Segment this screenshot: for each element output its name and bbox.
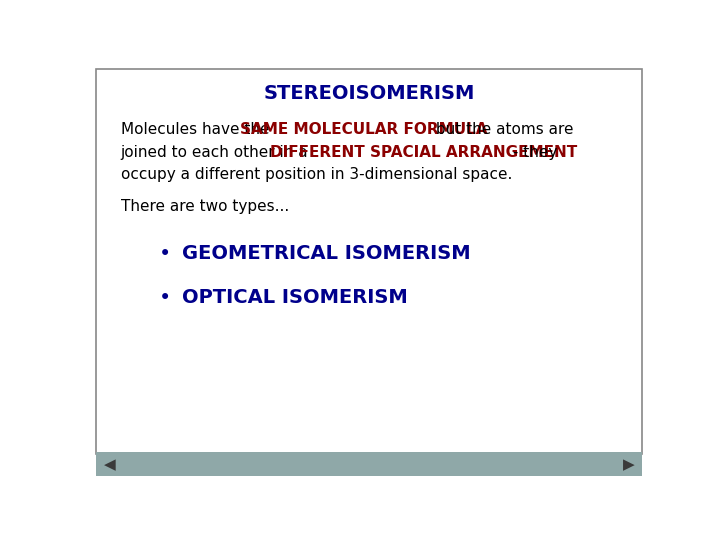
Text: STEREOISOMERISM: STEREOISOMERISM [264,84,474,103]
Text: OPTICAL ISOMERISM: OPTICAL ISOMERISM [182,288,408,307]
Text: - they: - they [508,145,557,160]
Text: DIFFERENT SPACIAL ARRANGEMENT: DIFFERENT SPACIAL ARRANGEMENT [270,145,577,160]
Text: occupy a different position in 3-dimensional space.: occupy a different position in 3-dimensi… [121,167,512,183]
Text: joined to each other in a: joined to each other in a [121,145,313,160]
Text: but the atoms are: but the atoms are [431,122,574,137]
FancyBboxPatch shape [96,69,642,454]
Text: •: • [159,288,171,308]
FancyBboxPatch shape [96,453,642,476]
Text: Molecules have the: Molecules have the [121,122,274,137]
Text: There are two types...: There are two types... [121,199,289,214]
Text: ◀: ◀ [104,457,115,472]
Text: ▶: ▶ [623,457,634,472]
Text: SAME MOLECULAR FORMULA: SAME MOLECULAR FORMULA [240,122,487,137]
Text: GEOMETRICAL ISOMERISM: GEOMETRICAL ISOMERISM [182,245,471,264]
Text: •: • [159,244,171,264]
